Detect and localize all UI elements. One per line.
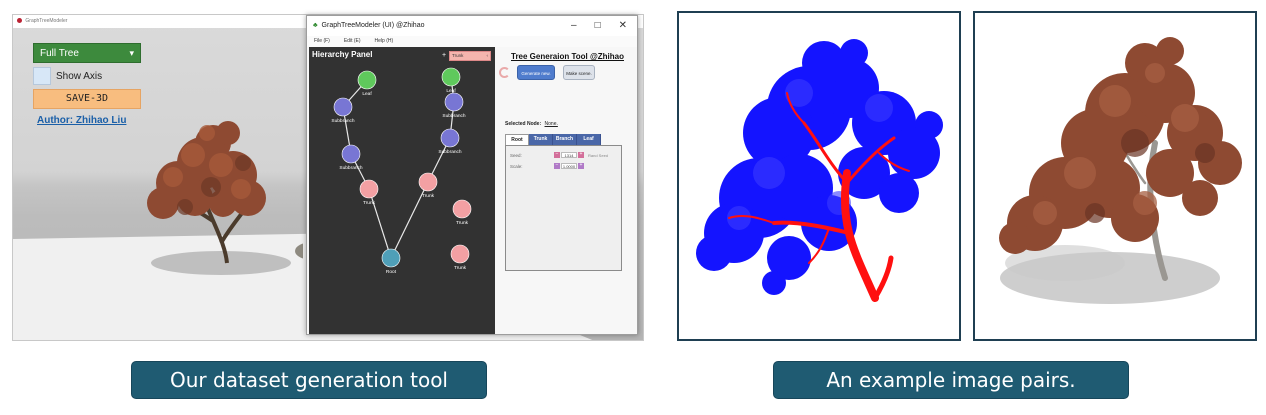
root-params-panel: Seed: − 1314 + Rand Seed Scale: − 1.0000…	[505, 145, 622, 271]
tab-leaf[interactable]: Leaf	[577, 134, 601, 145]
author-link[interactable]: Author: Zhihao Liu	[37, 115, 127, 126]
scale-row: Scale: − 1.0000 +	[510, 163, 584, 169]
minimize-icon[interactable]: –	[571, 20, 577, 31]
save-3d-button[interactable]: SAVE-3D	[33, 89, 141, 109]
node-type-select[interactable]: Trunk ‹	[449, 51, 491, 61]
graph-tree-modeler-window: ♣ GraphTreeModeler (UI) @Zhihao – □ ✕ Fi…	[306, 15, 638, 335]
window-controls: – □ ✕	[571, 20, 627, 31]
maximize-icon[interactable]: □	[594, 20, 601, 31]
window-title: GraphTreeModeler (UI) @Zhihao	[321, 22, 425, 29]
scale-label: Scale:	[510, 163, 523, 169]
selected-node: Selected Node: None.	[505, 121, 558, 127]
menu-edit[interactable]: Edit (E)	[343, 38, 361, 44]
close-icon[interactable]: ✕	[618, 20, 627, 31]
rendered-tree-photo	[999, 37, 1242, 304]
seed-decrement-button[interactable]: −	[554, 151, 560, 158]
window-titlebar: ♣ GraphTreeModeler (UI) @Zhihao	[307, 16, 637, 36]
graph-node-subbranch[interactable]	[440, 128, 460, 148]
tree-mode-value: Full Tree	[40, 47, 79, 59]
graph-node-root[interactable]	[381, 248, 401, 268]
graph-node-label: Leaf	[446, 88, 456, 94]
chevron-left-icon: ‹	[486, 53, 489, 58]
chevron-down-icon: ▾	[129, 47, 134, 58]
graph-node-subbranch[interactable]	[444, 92, 464, 112]
hierarchy-panel[interactable]: Leaf Subbranch Subbranch Trunk Root Leaf Subbr…	[309, 47, 495, 334]
tab-branch[interactable]: Branch	[553, 134, 577, 145]
graph-node-label: Subbranch	[331, 118, 355, 124]
graph-node-label: Trunk	[454, 265, 467, 271]
scene-window-title: GraphTreeModeler	[25, 18, 68, 24]
selected-node-label: Selected Node:	[505, 121, 542, 127]
seed-input[interactable]: 1314	[561, 152, 577, 158]
show-axis-toggle[interactable]: Show Axis	[33, 67, 102, 85]
menu-bar: File (F) Edit (E) Help (H)	[307, 36, 637, 47]
hierarchy-panel-title: Hierarchy Panel	[312, 50, 373, 59]
make-scene-button[interactable]: Make scene.	[563, 65, 595, 80]
graph-node-label: Subbranch	[339, 165, 363, 171]
scale-input[interactable]: 1.0000	[561, 163, 577, 169]
refresh-icon[interactable]	[499, 67, 510, 78]
skeleton-tree-render	[696, 39, 943, 302]
rand-seed-button[interactable]: Rand Seed	[588, 152, 609, 158]
param-tabs: Root Trunk Branch Leaf	[505, 134, 601, 145]
graph-node-trunk[interactable]	[450, 244, 470, 264]
seed-label: Seed:	[510, 152, 522, 158]
caption-left: Our dataset generation tool	[131, 361, 487, 399]
skeleton-image	[677, 11, 961, 341]
graph-node-label: Subbranch	[442, 113, 466, 119]
show-axis-checkbox[interactable]	[33, 67, 51, 85]
tab-root[interactable]: Root	[505, 134, 529, 145]
graph-node-label: Subbranch	[438, 149, 462, 155]
graph-node-subbranch[interactable]	[333, 97, 353, 117]
tree-app-icon: ♣	[313, 22, 318, 29]
tree-mode-dropdown[interactable]: Full Tree ▾	[33, 43, 141, 63]
scale-increment-button[interactable]: +	[578, 162, 584, 169]
tab-trunk[interactable]: Trunk	[529, 134, 553, 145]
seed-increment-button[interactable]: +	[578, 151, 584, 158]
rendered-tree	[147, 121, 303, 275]
caption-right: An example image pairs.	[773, 361, 1129, 399]
graph-node-label: Leaf	[362, 91, 372, 97]
graph-node-trunk[interactable]	[359, 179, 379, 199]
scale-decrement-button[interactable]: −	[554, 162, 560, 169]
graph-node-label: Trunk	[456, 220, 469, 226]
graph-node-leaf[interactable]	[357, 70, 377, 90]
graph-node-trunk[interactable]	[452, 199, 472, 219]
graph-node-trunk[interactable]	[418, 172, 438, 192]
hierarchy-graph[interactable]: Leaf Subbranch Subbranch Trunk Root Leaf Subbr…	[309, 47, 495, 334]
graph-node-leaf[interactable]	[441, 67, 461, 87]
node-type-value: Trunk	[452, 53, 464, 58]
graph-node-label: Root	[386, 269, 397, 275]
tool-title: Tree Generaion Tool @Zhihao	[511, 52, 624, 61]
app-logo-icon	[17, 18, 22, 23]
graph-node-label: Trunk	[422, 193, 435, 199]
rendered-image	[973, 11, 1257, 341]
generate-new-button[interactable]: Generate new.	[517, 65, 555, 80]
graph-node-label: Trunk	[363, 200, 376, 206]
seed-row: Seed: − 1314 + Rand Seed	[510, 152, 608, 158]
show-axis-label: Show Axis	[56, 70, 103, 82]
menu-help[interactable]: Help (H)	[374, 38, 394, 44]
graph-node-subbranch[interactable]	[341, 144, 361, 164]
add-node-button[interactable]: +	[442, 52, 447, 59]
menu-file[interactable]: File (F)	[314, 38, 330, 44]
selected-node-value: None.	[544, 121, 558, 127]
